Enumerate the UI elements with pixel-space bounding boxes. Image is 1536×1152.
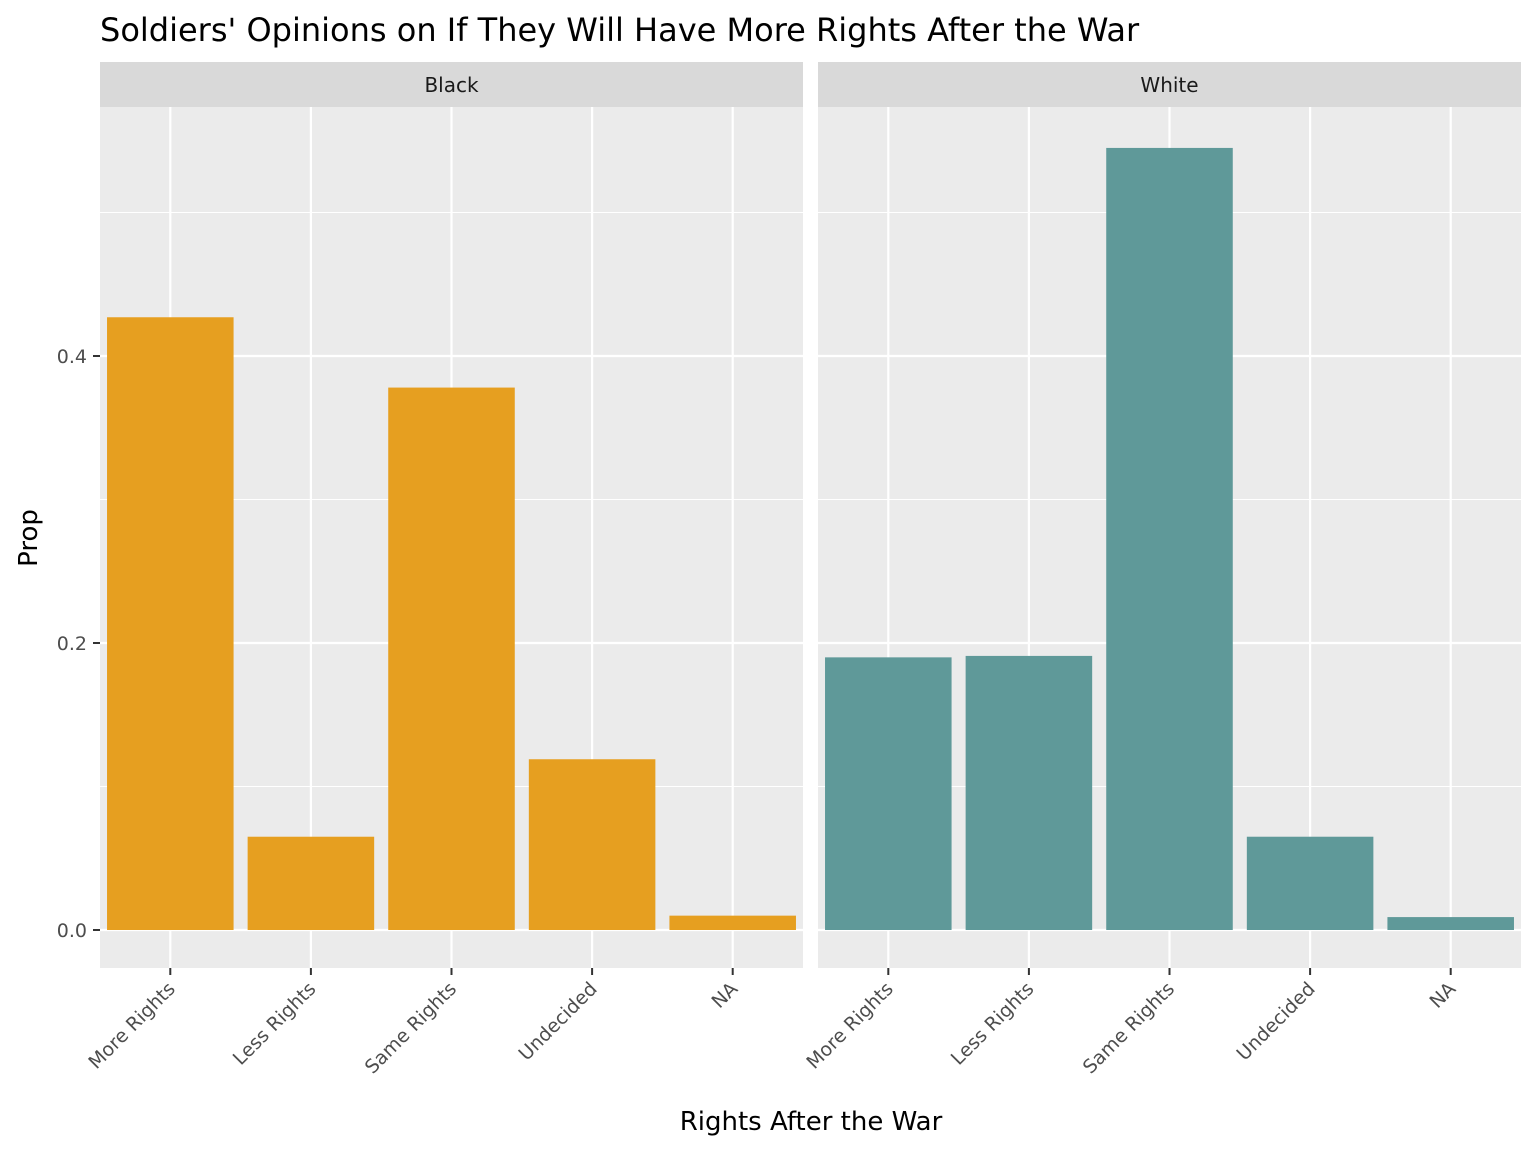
bar-black-same-rights	[388, 387, 515, 930]
x-tick-label: Less Rights	[229, 978, 321, 1070]
facet-panels: Black More Rights Less Rights Same Rights Un…	[84, 62, 1521, 1078]
y-tick-label: 0.0	[57, 920, 87, 942]
bar-black-na	[669, 915, 796, 930]
x-tick-label: More Rights	[802, 978, 898, 1074]
chart-title: Soldiers' Opinions on If They Will Have …	[100, 11, 1140, 49]
facet-strip-label: White	[1140, 73, 1198, 97]
x-tick-label: More Rights	[84, 978, 180, 1074]
facet-strip	[100, 62, 803, 107]
facet-strip-label: Black	[424, 73, 479, 97]
bar-white-same-rights	[1106, 147, 1233, 931]
bar-white-more-rights	[825, 657, 952, 930]
bar-black-more-rights	[107, 317, 234, 930]
bar-white-undecided	[1246, 836, 1374, 930]
facet-panel-black: Black More Rights Less Rights Same Rights Un…	[84, 62, 803, 1078]
bar-black-less-rights	[247, 836, 375, 930]
x-tick-label: Same Rights	[1079, 978, 1179, 1078]
y-tick-label: 0.4	[57, 346, 87, 368]
facet-strip	[818, 62, 1521, 107]
bar-black-undecided	[528, 759, 656, 930]
x-tick-label: Undecided	[514, 978, 601, 1065]
x-tick-label: Same Rights	[361, 978, 461, 1078]
y-tick-label: 0.2	[57, 633, 87, 655]
facet-panel-white: White More Rights Less Rights Same Rights Un…	[802, 62, 1521, 1078]
x-tick-label: Undecided	[1232, 978, 1319, 1065]
x-tick-label: NA	[707, 978, 742, 1013]
bar-white-less-rights	[965, 655, 1093, 930]
y-axis: 0.0 0.2 0.4	[57, 346, 100, 942]
y-axis-title: Prop	[14, 509, 44, 567]
x-tick-label: Less Rights	[947, 978, 1039, 1070]
bar-white-na	[1387, 917, 1514, 930]
x-tick-label: NA	[1425, 978, 1460, 1013]
x-axis-title: Rights After the War	[680, 1107, 943, 1137]
